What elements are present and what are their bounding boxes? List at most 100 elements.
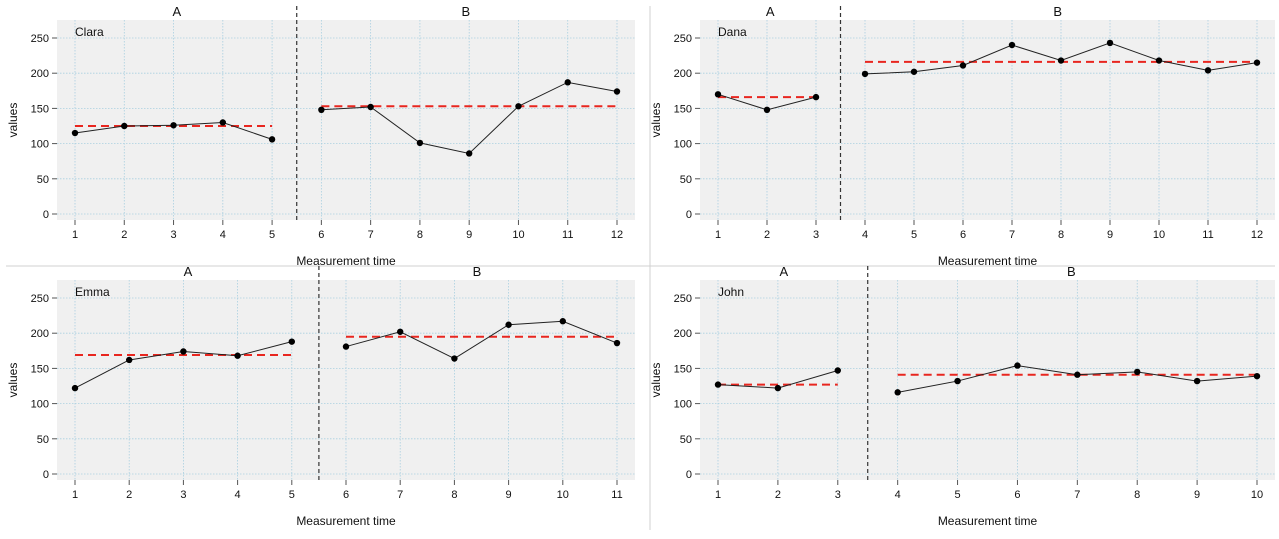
data-point [342, 343, 350, 350]
data-point [71, 129, 79, 137]
x-tick-label: 12 [611, 229, 623, 241]
data-point [714, 91, 722, 98]
data-point [894, 389, 901, 396]
x-tick-label: 5 [289, 489, 295, 501]
y-tick-label: 50 [37, 434, 49, 446]
y-tick-label: 200 [674, 68, 692, 80]
y-tick-label: 100 [674, 399, 692, 411]
y-tick-label: 0 [43, 209, 49, 221]
x-tick-label: 11 [611, 489, 622, 501]
data-point [714, 381, 722, 388]
data-point [1204, 67, 1212, 74]
x-tick-label: 11 [1202, 229, 1213, 241]
data-point [959, 62, 967, 69]
x-tick-label: 8 [417, 229, 423, 241]
data-point [318, 106, 325, 114]
participant-name: Clara [75, 25, 104, 39]
data-point [397, 328, 404, 335]
phase-label-a: A [780, 264, 789, 279]
x-tick-label: 4 [235, 489, 241, 501]
y-tick-label: 150 [31, 103, 49, 115]
x-tick-label: 1 [72, 229, 78, 241]
y-tick-label: 150 [31, 363, 49, 375]
x-tick-label: 2 [764, 229, 770, 241]
data-point [126, 356, 133, 364]
x-tick-label: 7 [397, 489, 403, 501]
data-point [834, 367, 841, 374]
x-axis-title: Measurement time [296, 514, 396, 528]
data-point [1106, 39, 1114, 47]
x-axis-title: Measurement time [938, 514, 1038, 528]
y-tick-label: 200 [31, 68, 49, 80]
series-line-phase-b [345, 320, 618, 360]
y-tick-label: 100 [31, 139, 49, 151]
x-tick-label: 1 [715, 229, 721, 241]
y-tick-label: 50 [680, 174, 692, 186]
data-point [774, 384, 782, 392]
x-tick-label: 2 [126, 489, 132, 501]
y-tick-label: 50 [37, 174, 49, 186]
x-tick-label: 5 [269, 229, 275, 241]
data-point [234, 352, 241, 359]
x-tick-label: 7 [1074, 489, 1080, 501]
x-tick-label: 4 [220, 229, 226, 241]
y-tick-label: 0 [43, 469, 49, 481]
data-point [954, 377, 961, 385]
data-point [1014, 362, 1021, 369]
data-point [288, 338, 295, 345]
y-tick-label: 150 [674, 363, 692, 375]
y-tick-label: 0 [686, 469, 692, 481]
phase-label-b: B [473, 264, 482, 279]
x-tick-label: 1 [715, 489, 721, 501]
y-tick-label: 100 [31, 399, 49, 411]
x-tick-label: 10 [557, 489, 569, 501]
data-point [121, 122, 128, 130]
y-tick-label: 250 [31, 33, 49, 45]
data-point [861, 70, 869, 78]
data-point [1253, 59, 1261, 66]
x-tick-label: 2 [775, 489, 781, 501]
x-tick-label: 4 [862, 229, 868, 241]
panel-emma: 0 50 100 150 200 250 1 2 3 4 5 6 7 8 9 10 11 A B Emma values… [6, 264, 635, 528]
data-point [268, 136, 276, 143]
x-tick-label: 10 [1153, 229, 1165, 241]
y-tick-label: 50 [680, 434, 692, 446]
data-point [180, 348, 187, 355]
participant-name: John [718, 285, 744, 299]
x-tick-label: 9 [1107, 229, 1113, 241]
x-tick-label: 9 [466, 229, 472, 241]
phase-label-b: B [462, 4, 471, 19]
data-point [559, 318, 566, 325]
x-tick-label: 4 [895, 489, 901, 501]
x-tick-label: 1 [72, 489, 78, 501]
y-tick-label: 0 [686, 209, 692, 221]
data-point [1008, 41, 1016, 49]
y-tick-label: 200 [31, 328, 49, 340]
x-tick-label: 12 [1251, 229, 1263, 241]
x-tick-label: 6 [343, 489, 349, 501]
x-axis-title: Measurement time [296, 254, 396, 268]
x-tick-label: 6 [1014, 489, 1020, 501]
phase-label-a: A [173, 4, 182, 19]
x-tick-label: 3 [813, 229, 819, 241]
x-axis-title: Measurement time [938, 254, 1038, 268]
data-point [1074, 371, 1081, 378]
panel-john: 0 50 100 150 200 250 1 2 3 4 5 6 7 8 9 10 A B John values Me… [649, 264, 1275, 528]
x-tick-label: 10 [512, 229, 524, 241]
data-point [416, 139, 424, 147]
data-point [812, 93, 820, 101]
data-point [505, 321, 512, 328]
data-point [451, 355, 458, 362]
data-point [71, 384, 79, 392]
data-point [910, 68, 918, 75]
x-tick-label: 5 [911, 229, 917, 241]
x-tick-label: 9 [506, 489, 512, 501]
y-tick-label: 200 [674, 328, 692, 340]
x-tick-label: 8 [1058, 229, 1064, 241]
data-point [1253, 372, 1261, 380]
y-axis-title: values [649, 363, 663, 398]
x-tick-label: 5 [954, 489, 960, 501]
y-tick-label: 250 [31, 293, 49, 305]
